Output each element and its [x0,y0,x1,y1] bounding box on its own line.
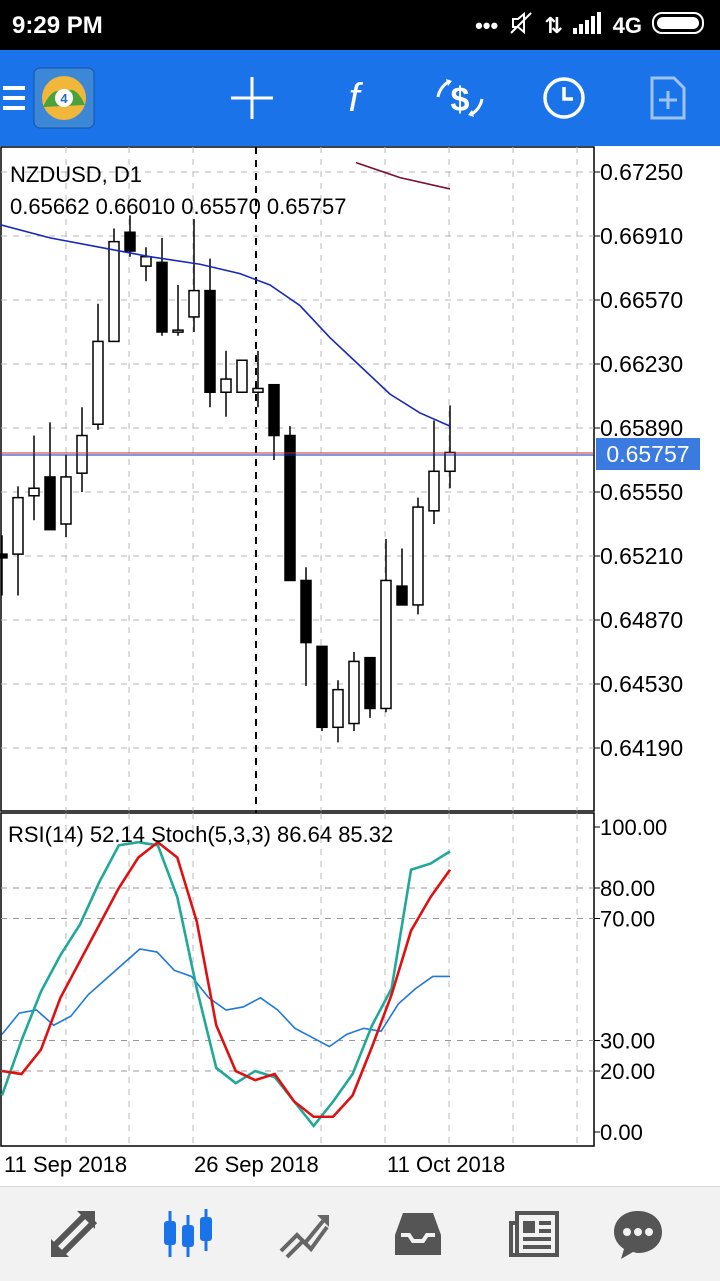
candle [44,422,56,531]
status-bar: 9:29 PM ••• ⇅ 4G [0,0,720,50]
price-label: 0.64190 [600,735,683,761]
main-chart-panel[interactable] [0,146,595,812]
candle [124,215,136,257]
candle [444,405,456,489]
current-price-tag [596,438,700,470]
moving-average-blue [0,223,451,427]
chart-icon[interactable] [152,1187,224,1281]
history-icon[interactable] [382,1187,454,1281]
candle [92,303,104,430]
indicators-icon[interactable]: f [322,50,386,146]
candle [172,284,184,336]
current-price: 0.65757 [606,441,689,467]
candle [252,350,264,408]
trade-tab-icon[interactable] [268,1187,340,1281]
level-label: 80.00 [600,876,655,901]
candle [220,350,232,417]
svg-text:$: $ [451,81,470,119]
candle [12,486,24,596]
candle [316,645,328,732]
candle [348,652,360,732]
more-dots-icon: ••• [475,13,499,38]
candle [0,535,8,596]
candle [28,435,40,521]
x-label-3: 11 Oct 2018 [387,1152,505,1177]
rsi-line [1,948,450,1048]
indicator-label: RSI(14) 52.14 Stoch(5,3,3) 86.64 85.32 [8,822,393,847]
data-arrows-icon: ⇅ [544,13,563,38]
price-label: 0.64530 [600,671,683,697]
bottom-navigation [0,1186,720,1281]
x-label-2: 26 Sep 2018 [194,1152,319,1177]
price-label: 0.65890 [600,415,683,441]
candle [76,407,88,492]
candle [236,359,248,393]
svg-text:f: f [348,76,363,120]
price-label: 0.67250 [600,159,683,185]
quotes-icon[interactable] [38,1187,110,1281]
status-icons: ••• ⇅ 4G [475,10,708,42]
level-label: 30.00 [600,1029,655,1054]
metatrader-logo[interactable]: 4 [32,50,96,146]
candle [300,567,312,686]
price-label: 0.65550 [600,479,683,505]
status-time: 9:29 PM [12,12,103,39]
level-label: 20.00 [600,1059,655,1084]
moving-average-red [355,161,451,190]
svg-text:4: 4 [60,91,68,106]
stochastic-signal-line [1,840,452,1119]
candle [188,219,200,332]
price-label: 0.66910 [600,223,683,249]
timeframe-icon[interactable] [532,50,596,146]
candle [156,237,168,336]
price-label: 0.65210 [600,543,683,569]
candle [428,420,440,524]
candle [268,383,280,460]
level-label: 0.00 [600,1120,643,1145]
candle [108,228,120,343]
trade-icon[interactable]: $ [428,50,492,146]
chat-icon[interactable] [602,1187,674,1281]
crosshair-icon[interactable] [220,50,284,146]
menu-icon[interactable] [0,50,28,146]
price-label: 0.64870 [600,607,683,633]
candle [332,680,344,743]
x-label-1: 11 Sep 2018 [4,1152,127,1177]
level-label: 70.00 [600,907,655,932]
news-icon[interactable] [498,1187,570,1281]
top-toolbar: 4 f $ [0,50,720,146]
signal-icon [572,12,603,40]
candle [284,426,296,582]
stochastic-main-line [0,840,451,1128]
ohlc-label: 0.65662 0.66010 0.65570 0.65757 [10,194,346,219]
new-order-icon[interactable] [636,50,700,146]
symbol-label: NZDUSD, D1 [10,162,142,187]
candle [60,454,72,538]
candle [380,539,392,713]
indicator-panel[interactable] [0,812,595,1147]
network-type: 4G [612,13,642,38]
candle [364,656,376,718]
level-label: 100.00 [600,815,667,840]
mute-icon [508,10,534,42]
price-label: 0.66230 [600,351,683,377]
price-label: 0.66570 [600,287,683,313]
chart-area[interactable]: 0.67250 0.66910 0.66570 0.66230 0.65890 0.655… [0,146,720,1186]
candle [412,497,424,615]
candle [396,548,408,606]
candle [204,258,216,408]
battery-icon [652,11,708,41]
